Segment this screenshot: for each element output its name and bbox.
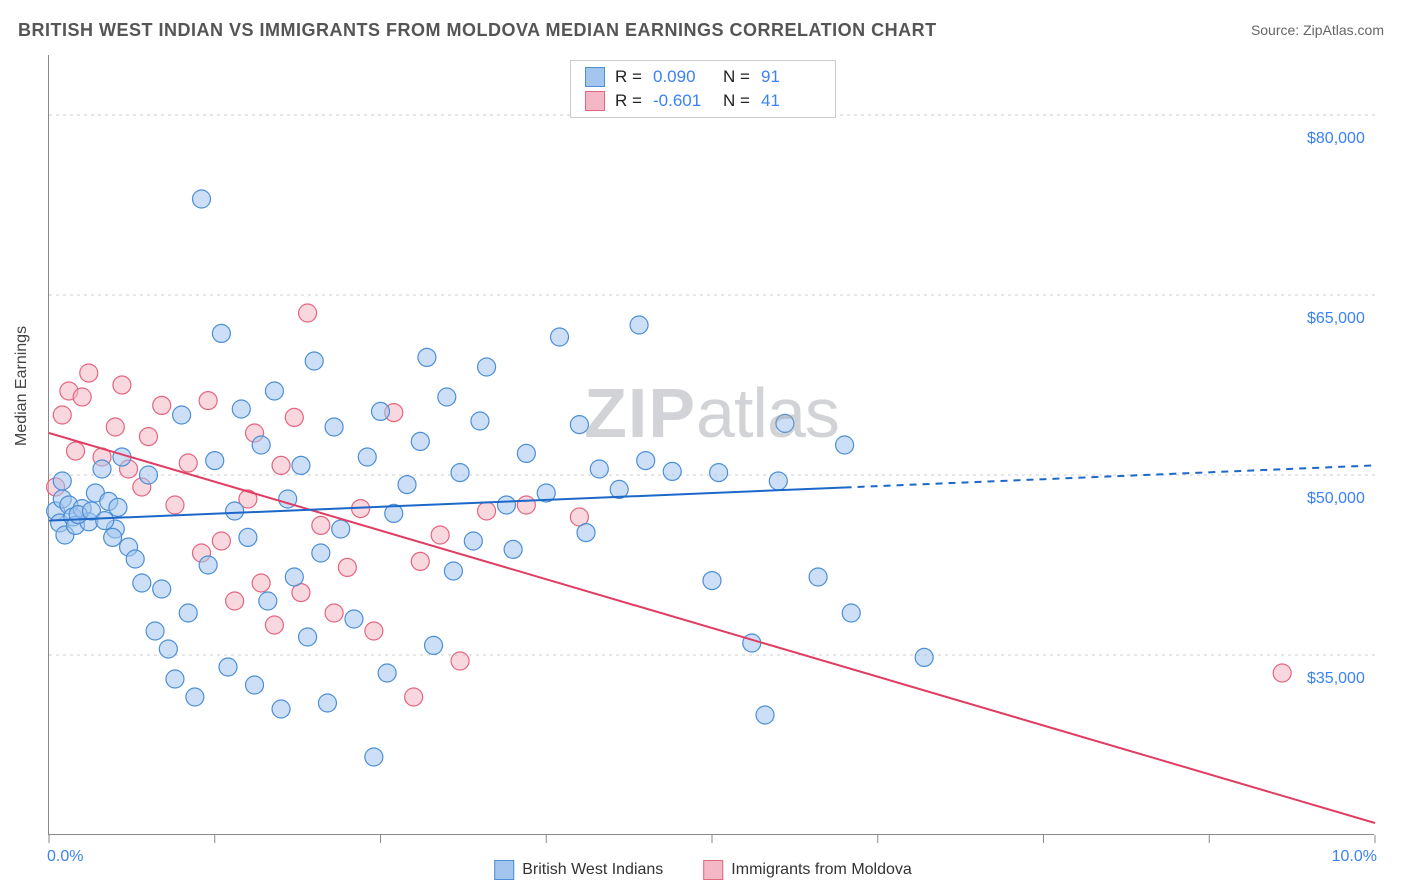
n-label: N =	[723, 67, 751, 87]
n-value-pink: 41	[761, 91, 821, 111]
chart-svg: $35,000$50,000$65,000$80,0000.0%10.0%	[49, 55, 1374, 834]
r-label: R =	[615, 67, 643, 87]
r-label: R =	[615, 91, 643, 111]
svg-text:10.0%: 10.0%	[1332, 848, 1377, 865]
chart-container: BRITISH WEST INDIAN VS IMMIGRANTS FROM M…	[0, 0, 1406, 892]
legend-label-pink: Immigrants from Moldova	[731, 861, 912, 879]
r-value-blue: 0.090	[653, 67, 713, 87]
legend-item-blue: British West Indians	[494, 860, 663, 880]
r-value-pink: -0.601	[653, 91, 713, 111]
legend-row-blue: R = 0.090 N = 91	[585, 65, 821, 89]
source-label: Source: ZipAtlas.com	[1251, 22, 1384, 38]
legend-row-pink: R = -0.601 N = 41	[585, 89, 821, 113]
swatch-pink-icon	[703, 860, 723, 880]
n-label: N =	[723, 91, 751, 111]
svg-text:0.0%: 0.0%	[47, 848, 83, 865]
swatch-blue-icon	[585, 67, 605, 87]
svg-text:$50,000: $50,000	[1307, 490, 1365, 507]
legend-label-blue: British West Indians	[522, 861, 663, 879]
legend-series: British West Indians Immigrants from Mol…	[494, 860, 912, 880]
legend-item-pink: Immigrants from Moldova	[703, 860, 912, 880]
n-value-blue: 91	[761, 67, 821, 87]
svg-text:$80,000: $80,000	[1307, 130, 1365, 147]
svg-text:$35,000: $35,000	[1307, 670, 1365, 687]
plot-area: $35,000$50,000$65,000$80,0000.0%10.0% ZI…	[48, 55, 1374, 835]
chart-title: BRITISH WEST INDIAN VS IMMIGRANTS FROM M…	[18, 20, 937, 41]
swatch-pink-icon	[585, 91, 605, 111]
legend-stats: R = 0.090 N = 91 R = -0.601 N = 41	[570, 60, 836, 118]
y-axis-label: Median Earnings	[13, 326, 31, 446]
swatch-blue-icon	[494, 860, 514, 880]
svg-text:$65,000: $65,000	[1307, 310, 1365, 327]
